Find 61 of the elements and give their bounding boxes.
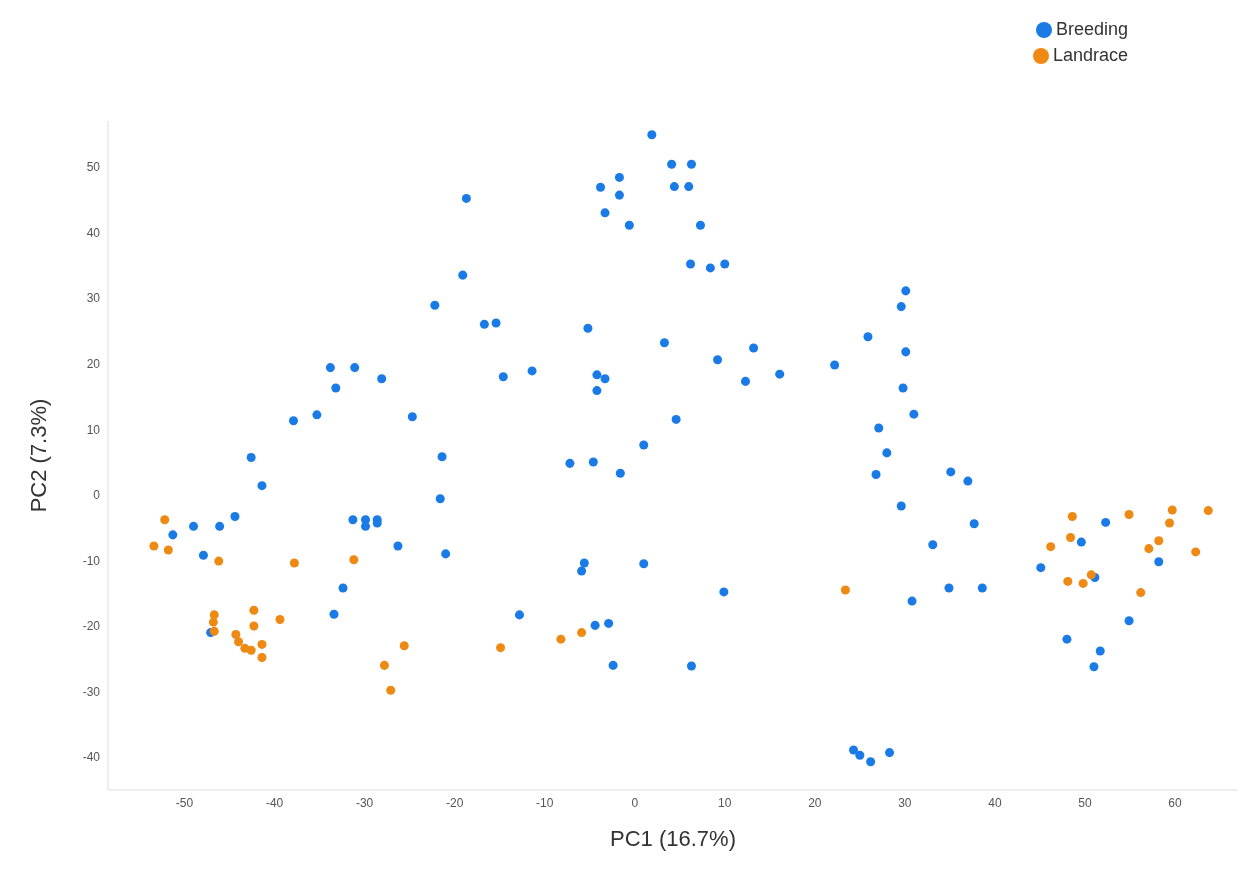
y-tick-label: -10	[82, 553, 101, 568]
x-tick-label: 40	[988, 795, 1002, 810]
y-tick-label: 40	[86, 225, 101, 240]
x-tick-label: -40	[265, 795, 284, 810]
point	[149, 541, 159, 551]
point	[1063, 576, 1073, 586]
point	[249, 605, 259, 615]
point	[1067, 511, 1077, 521]
y-tick-label: -40	[82, 750, 101, 765]
y-tick-label: 30	[86, 291, 101, 306]
point	[289, 558, 299, 568]
point	[1136, 588, 1146, 598]
y-tick-label: -20	[82, 619, 101, 634]
y-axis-title: PC2 (7.3%)	[25, 398, 51, 513]
point	[214, 556, 224, 566]
x-tick-label: 10	[718, 795, 732, 810]
x-tick-label: 60	[1168, 795, 1182, 810]
point	[1191, 547, 1201, 557]
legend-label: Breeding	[1055, 19, 1128, 39]
point	[399, 641, 409, 651]
point	[160, 515, 170, 525]
x-tick-label: 30	[898, 795, 912, 810]
y-tick-label: 0	[93, 488, 101, 503]
point	[386, 685, 396, 695]
point	[257, 639, 267, 649]
y-tick-label: 10	[86, 422, 101, 437]
x-tick-label: 50	[1078, 795, 1092, 810]
y-tick-label: -30	[82, 684, 101, 699]
point	[1086, 570, 1096, 580]
y-tick-label: 50	[86, 160, 101, 175]
x-tick-label: 20	[808, 795, 822, 810]
point	[1165, 518, 1175, 528]
y-tick-label: 20	[86, 356, 101, 371]
point	[1167, 505, 1177, 515]
point	[275, 614, 285, 624]
point	[1066, 532, 1076, 542]
point	[249, 621, 259, 631]
point	[257, 653, 267, 663]
x-tick-label: -50	[175, 795, 194, 810]
point	[163, 545, 173, 555]
point	[1124, 510, 1134, 520]
point	[246, 645, 256, 655]
x-tick-label: -10	[536, 795, 554, 810]
point	[1046, 542, 1056, 552]
point	[208, 617, 218, 627]
point	[1144, 544, 1154, 554]
point	[234, 637, 244, 647]
point	[1203, 506, 1213, 516]
point	[379, 660, 389, 670]
x-tick-label: -30	[355, 795, 374, 810]
x-axis-title: PC1 (16.7%)	[610, 826, 736, 851]
x-tick-label: 0	[631, 795, 639, 810]
point	[1078, 578, 1088, 588]
point	[840, 585, 850, 595]
point	[349, 555, 359, 565]
x-tick-label: -20	[445, 795, 464, 810]
legend-label: Landrace	[1052, 45, 1128, 65]
point	[1154, 536, 1164, 546]
point	[556, 634, 566, 644]
point	[577, 628, 587, 638]
point	[496, 643, 506, 653]
